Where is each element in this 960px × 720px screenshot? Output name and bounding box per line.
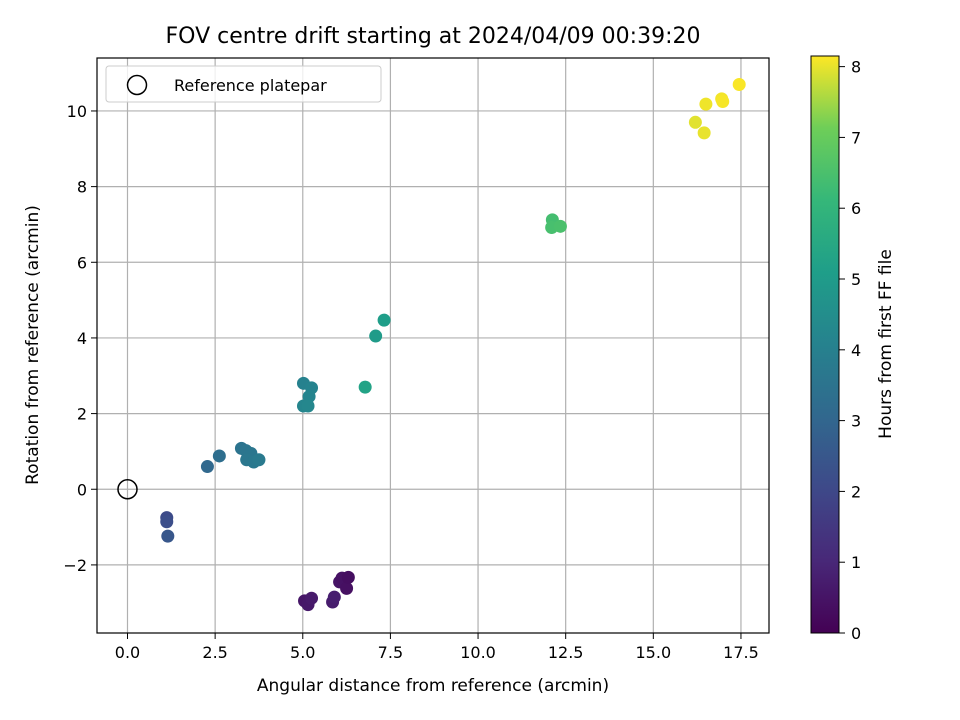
y-tick-label: 4	[77, 329, 87, 348]
y-tick-label: 8	[77, 178, 87, 197]
legend: Reference platepar	[105, 65, 382, 103]
x-tick-label: 17.5	[723, 643, 759, 662]
y-tick-label: 2	[77, 405, 87, 424]
data-point	[688, 115, 702, 129]
legend-reference-marker	[126, 74, 148, 96]
colorbar-tick-label: 5	[851, 270, 861, 289]
colorbar-tick-label: 6	[851, 199, 861, 218]
colorbar-tick-label: 2	[851, 482, 861, 501]
y-tick-label: 6	[77, 253, 87, 272]
colorbar-tick-label: 1	[851, 553, 861, 572]
legend-label-reference: Reference platepar	[174, 76, 327, 95]
x-tick-label: 0.0	[115, 643, 140, 662]
y-tick-label: 10	[67, 102, 87, 121]
y-axis-ticks: −2 0 2 4 6 8 10	[63, 102, 97, 575]
reference-platepar-marker	[117, 479, 138, 500]
colorbar-gradient	[810, 55, 840, 634]
data-point	[341, 570, 355, 584]
x-tick-label: 2.5	[202, 643, 227, 662]
colorbar-tick-label: 0	[851, 624, 861, 643]
data-point	[200, 460, 214, 474]
colorbar: 0 1 2 3 4 5 6 7 8 Hours from first FF file	[810, 55, 896, 643]
chart-title: FOV centre drift starting at 2024/04/09 …	[166, 24, 701, 49]
data-point	[301, 399, 315, 413]
data-point	[160, 515, 174, 529]
data-point	[553, 219, 567, 233]
x-tick-label: 12.5	[548, 643, 584, 662]
y-axis-label: Rotation from reference (arcmin)	[23, 205, 43, 485]
colorbar-tick-label: 4	[851, 341, 861, 360]
legend-box	[105, 65, 382, 103]
data-points	[117, 77, 746, 612]
x-axis-ticks: 0.0 2.5 5.0 7.5 10.0 12.5 15.0 17.5	[115, 633, 759, 662]
data-point	[358, 380, 372, 394]
x-tick-label: 10.0	[460, 643, 496, 662]
colorbar-tick-label: 3	[851, 412, 861, 431]
x-tick-label: 15.0	[636, 643, 672, 662]
data-point	[697, 126, 711, 140]
data-point	[377, 313, 391, 327]
x-tick-label: 7.5	[378, 643, 403, 662]
y-tick-label: 0	[77, 480, 87, 499]
data-point	[305, 591, 319, 605]
data-point	[161, 529, 175, 543]
colorbar-ticks: 0 1 2 3 4 5 6 7 8	[839, 58, 861, 643]
colorbar-tick-label: 7	[851, 128, 861, 147]
data-point	[340, 581, 354, 595]
colorbar-tick-label: 8	[851, 58, 861, 77]
data-point	[699, 97, 713, 111]
data-point	[302, 390, 316, 404]
data-point	[716, 95, 730, 109]
y-tick-label: −2	[63, 556, 87, 575]
x-tick-label: 5.0	[290, 643, 315, 662]
data-point	[252, 453, 266, 467]
x-axis-label: Angular distance from reference (arcmin)	[257, 676, 609, 696]
grid-lines	[97, 58, 769, 633]
colorbar-label: Hours from first FF file	[876, 249, 896, 439]
data-point	[327, 590, 341, 604]
data-point	[732, 77, 746, 91]
plot-area-frame	[96, 57, 770, 634]
data-point	[369, 329, 383, 343]
data-point	[212, 449, 226, 463]
